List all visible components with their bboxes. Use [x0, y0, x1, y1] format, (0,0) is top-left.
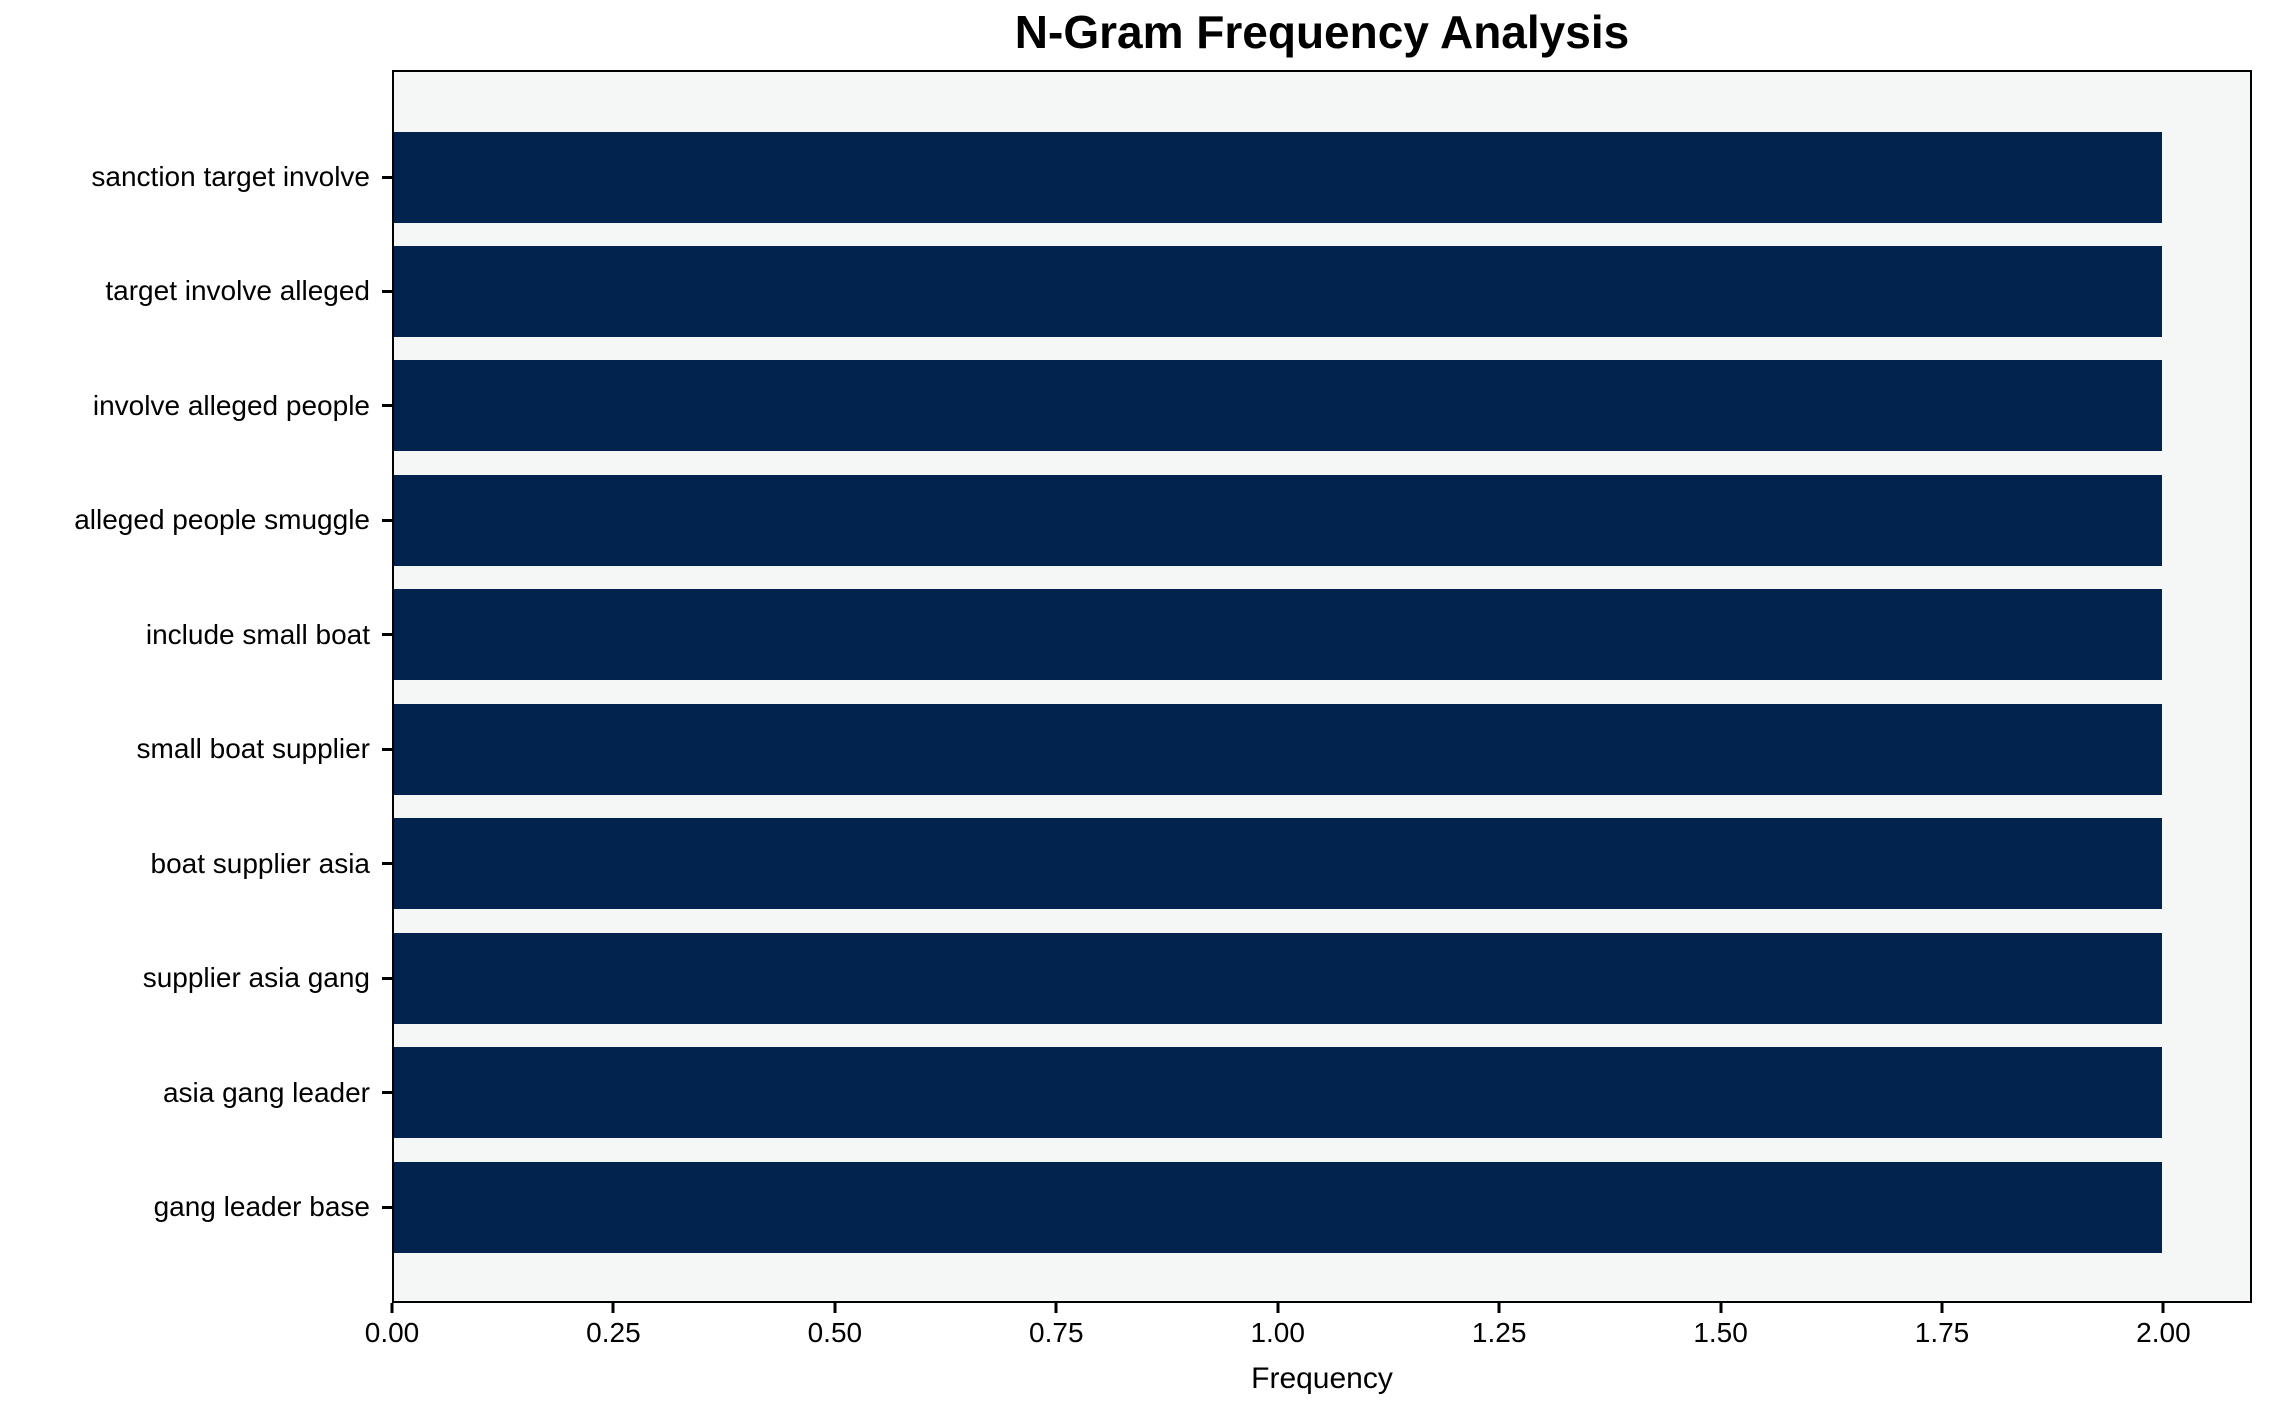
y-tick-label: sanction target involve	[91, 161, 370, 192]
bar	[394, 818, 2162, 910]
y-tick-label: target involve alleged	[105, 275, 370, 307]
y-tick-mark	[382, 1205, 392, 1209]
y-axis: sanction target involve target involve al…	[0, 72, 392, 1301]
x-tick-mark	[1497, 1303, 1501, 1313]
y-tick-mark	[382, 289, 392, 293]
y-tick-mark	[382, 1091, 392, 1095]
x-tick-mark	[1276, 1303, 1280, 1313]
bar	[394, 360, 2162, 452]
x-tick-mark	[1940, 1303, 1944, 1313]
x-tick-label: 0.75	[1029, 1317, 1084, 1348]
x-tick-mark	[611, 1303, 615, 1313]
y-tick-mark	[382, 976, 392, 980]
x-tick-label: 0.25	[586, 1317, 641, 1348]
y-tick-label: supplier asia gang	[142, 962, 370, 994]
y-tick-label: gang leader base	[153, 1191, 370, 1223]
x-tick-label: 1.00	[1250, 1317, 1305, 1348]
bar	[394, 474, 2162, 566]
bar	[394, 245, 2162, 337]
y-tick-mark	[382, 633, 392, 637]
x-tick-mark	[1054, 1303, 1058, 1313]
x-tick-label: 1.75	[1914, 1317, 1970, 1348]
x-tick-label: 2.00	[2136, 1317, 2191, 1348]
bar	[394, 589, 2162, 681]
y-tick-mark	[382, 404, 392, 408]
y-tick-label: asia gang leader	[162, 1076, 370, 1108]
y-tick-mark	[382, 518, 392, 522]
y-tick-mark	[382, 175, 392, 179]
y-tick-label: small boat supplier	[136, 733, 370, 765]
bar	[394, 932, 2162, 1024]
y-tick-label: alleged people smuggle	[74, 504, 370, 536]
y-tick-label: include small boat	[145, 618, 370, 650]
x-tick-label: 0.50	[807, 1317, 863, 1348]
x-tick-mark	[390, 1303, 394, 1313]
bar	[394, 1047, 2162, 1139]
x-axis: 0.00 0.25 0.50 0.75 1.00 1.25 1.50 1.75 2.00	[365, 1303, 2252, 1373]
x-tick-label: 1.25	[1471, 1317, 1527, 1348]
bar	[394, 1161, 2162, 1253]
y-tick-mark	[382, 862, 392, 866]
chart-title: N-Gram Frequency Analysis	[1014, 6, 1630, 58]
plot-area	[392, 70, 2252, 1303]
x-tick-mark	[2161, 1303, 2165, 1313]
bar	[394, 131, 2162, 223]
bar	[394, 703, 2162, 795]
y-tick-label: boat supplier asia	[150, 847, 370, 879]
x-tick-label: 1.50	[1693, 1317, 1748, 1348]
x-tick-mark	[1719, 1303, 1723, 1313]
x-axis-label: Frequency	[1251, 1362, 1393, 1395]
x-tick-label: 0.00	[364, 1317, 420, 1348]
x-tick-mark	[833, 1303, 837, 1313]
y-tick-mark	[382, 747, 392, 751]
y-tick-label: involve alleged people	[92, 389, 370, 421]
